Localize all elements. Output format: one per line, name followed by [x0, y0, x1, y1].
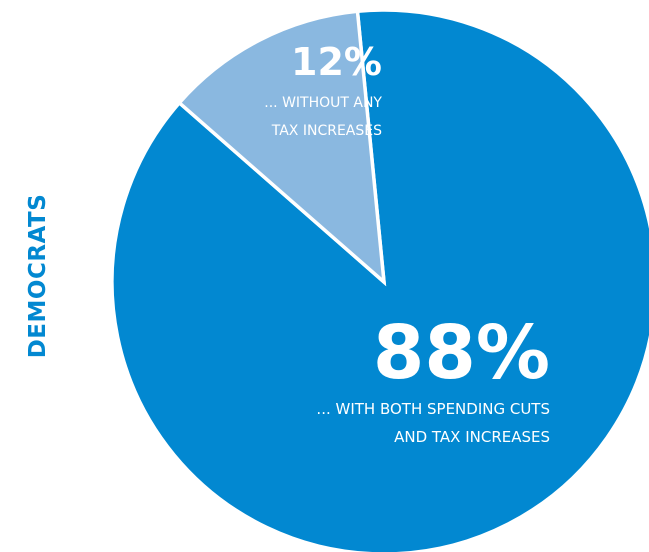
slice-12-description-line-2: TAX INCREASES: [271, 123, 382, 139]
slice-12-percent-label: 12%: [291, 40, 382, 84]
pie-slice-12: [176, 9, 387, 287]
slice-88-percent-label: 88%: [373, 310, 550, 396]
pie-slices: [110, 8, 649, 552]
slice-12-description-line-1: ... WITHOUT ANY: [264, 95, 382, 111]
slice-88-description-line-1: ... WITH BOTH SPENDING CUTS: [316, 400, 550, 418]
slice-88-description-line-2: AND TAX INCREASES: [394, 428, 550, 446]
